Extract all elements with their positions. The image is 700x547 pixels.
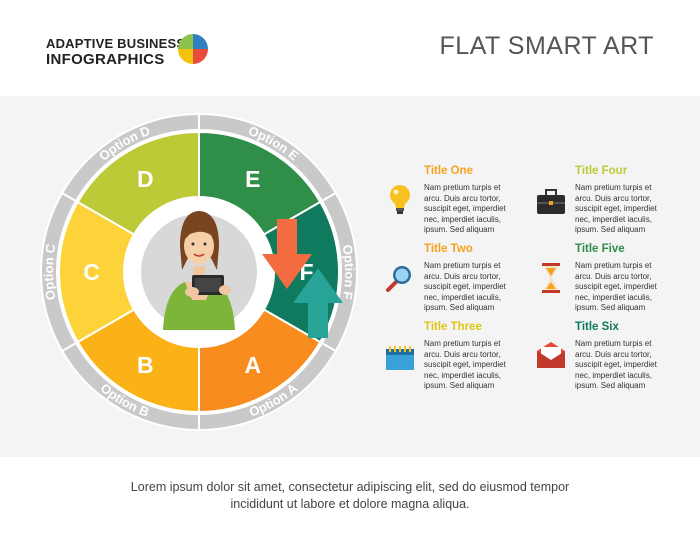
item-line: suscipit eget, imperdiet <box>424 282 506 291</box>
item-line: arcu. Duis arcu tortor, <box>575 349 652 359</box>
item-title-two: Title Two Nam pretium turpis et arcu. Du… <box>424 243 534 314</box>
item-line: ipsum. Sed aliquam <box>575 381 646 390</box>
item-line: suscipit eget, imperdiet <box>575 360 657 369</box>
briefcase-icon <box>537 189 565 214</box>
item-line: Nam pretium turpis et <box>424 261 501 270</box>
segment-letter: B <box>137 352 154 378</box>
item-line: nec, imperdiet iaculis, <box>575 214 652 224</box>
item-line: arcu. Duis arcu tortor, <box>575 193 652 203</box>
logo-line-1: ADAPTIVE BUSINESS <box>46 36 186 51</box>
item-line: nec, imperdiet iaculis, <box>575 292 652 302</box>
item-line: Nam pretium turpis et <box>575 339 652 348</box>
businesswoman-icon <box>163 211 235 330</box>
item-line: nec, imperdiet iaculis, <box>424 292 501 302</box>
page-title: FLAT SMART ART <box>439 32 654 60</box>
item-line: ipsum. Sed aliquam <box>424 225 495 234</box>
footer-line-2: incididunt ut labore et dolore magna ali… <box>230 497 470 511</box>
option-label: Option F <box>340 244 357 301</box>
item-description: Nam pretium turpis et arcu. Duis arcu to… <box>424 261 534 314</box>
lightbulb-icon <box>390 185 410 214</box>
item-line: arcu. Duis arcu tortor, <box>424 271 501 281</box>
item-line: Nam pretium turpis et <box>424 183 501 192</box>
segment-letter: E <box>245 166 260 192</box>
segment-letter: C <box>83 259 100 285</box>
item-line: suscipit eget, imperdiet <box>575 282 657 291</box>
item-title: Title Three <box>424 321 482 333</box>
item-description: Nam pretium turpis et arcu. Duis arcu to… <box>575 261 685 314</box>
option-label: Option C <box>41 242 59 301</box>
magnifier-icon <box>386 266 411 292</box>
item-description: Nam pretium turpis et arcu. Duis arcu to… <box>424 183 534 236</box>
item-title: Title Six <box>575 321 619 333</box>
up-arrow <box>293 268 343 338</box>
item-title-six: Title Six Nam pretium turpis et arcu. Du… <box>575 321 685 392</box>
item-line: ipsum. Sed aliquam <box>575 225 646 234</box>
item-description: Nam pretium turpis et arcu. Duis arcu to… <box>575 339 685 392</box>
item-line: nec, imperdiet iaculis, <box>575 370 652 380</box>
item-line: nec, imperdiet iaculis, <box>424 370 501 380</box>
logo: ADAPTIVE BUSINESS INFOGRAPHICS <box>46 34 208 68</box>
item-line: ipsum. Sed aliquam <box>424 303 495 312</box>
item-title: Title Five <box>575 243 625 255</box>
logo-pie-icon <box>178 34 208 64</box>
segment-letter: A <box>244 352 261 378</box>
item-line: suscipit eget, imperdiet <box>424 360 506 369</box>
logo-line-2: INFOGRAPHICS <box>46 51 165 68</box>
item-line: arcu. Duis arcu tortor, <box>424 193 501 203</box>
item-title: Title Two <box>424 243 473 255</box>
item-line: arcu. Duis arcu tortor, <box>424 349 501 359</box>
item-line: arcu. Duis arcu tortor, <box>575 271 652 281</box>
item-line: Nam pretium turpis et <box>424 339 501 348</box>
segment-letter: D <box>137 166 154 192</box>
item-title-three: Title Three Nam pretium turpis et arcu. … <box>424 321 534 392</box>
footer-text: Lorem ipsum dolor sit amet, consectetur … <box>0 479 700 513</box>
item-line: Nam pretium turpis et <box>575 261 652 270</box>
item-line: Nam pretium turpis et <box>575 183 652 192</box>
item-line: nec, imperdiet iaculis, <box>424 214 501 224</box>
item-line: suscipit eget, imperdiet <box>575 204 657 213</box>
envelope-icon <box>537 342 565 368</box>
item-title: Title One <box>424 165 473 177</box>
item-line: ipsum. Sed aliquam <box>575 303 646 312</box>
item-line: suscipit eget, imperdiet <box>424 204 506 213</box>
calendar-icon <box>386 346 414 370</box>
item-line: ipsum. Sed aliquam <box>424 381 495 390</box>
item-description: Nam pretium turpis et arcu. Duis arcu to… <box>424 339 534 392</box>
item-title-five: Title Five Nam pretium turpis et arcu. D… <box>575 243 685 314</box>
item-title: Title Four <box>575 165 628 177</box>
footer-line-1: Lorem ipsum dolor sit amet, consectetur … <box>130 480 570 494</box>
item-title-four: Title Four Nam pretium turpis et arcu. D… <box>575 165 685 236</box>
down-arrow <box>262 219 312 289</box>
hourglass-icon <box>542 263 560 293</box>
item-title-one: Title One Nam pretium turpis et arcu. Du… <box>424 165 534 236</box>
item-description: Nam pretium turpis et arcu. Duis arcu to… <box>575 183 685 236</box>
wheel-band-f <box>320 191 358 353</box>
